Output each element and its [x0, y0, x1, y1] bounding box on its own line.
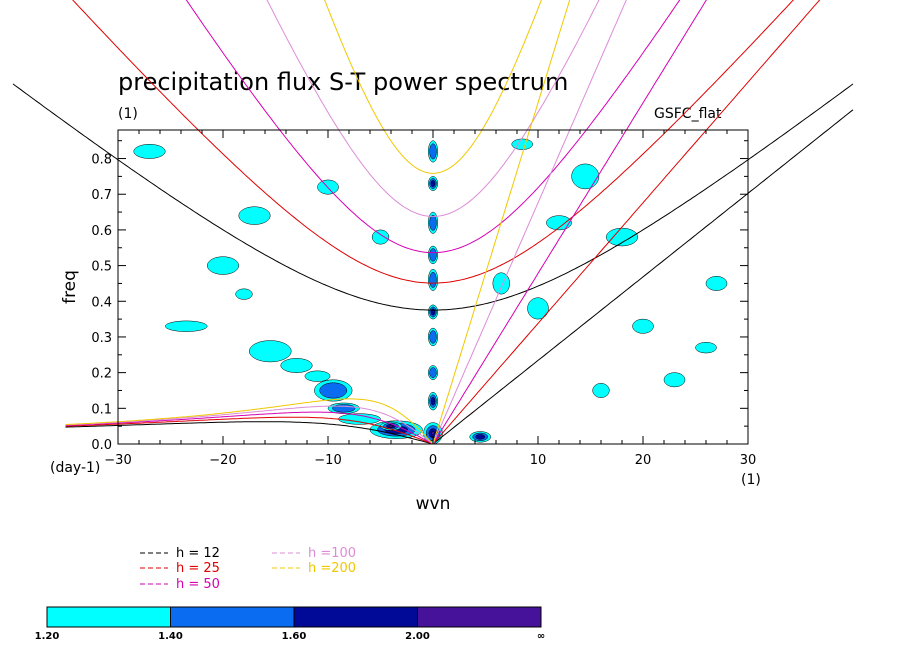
- kelvin-curve-h12: [432, 109, 854, 445]
- power-region-9-level-2: [429, 143, 437, 160]
- colorbar-segment-1: [170, 606, 295, 628]
- rossby-curve-h200: [65, 398, 434, 445]
- power-region-31-level-1: [546, 215, 572, 231]
- power-region-1-level-3: [430, 397, 436, 406]
- power-region-8-level-3: [430, 180, 436, 187]
- x-unit-label: (1): [741, 472, 761, 488]
- colorbar-segment-0: [46, 606, 171, 628]
- gravity-curve-h200: [324, 0, 542, 174]
- y-tick-label: 0.8: [91, 153, 112, 168]
- legend-label-h200: h =200: [308, 561, 356, 576]
- legend-label-h50: h = 50: [176, 577, 220, 592]
- kelvin-curve-h200: [432, 0, 571, 445]
- colorbar-label-1: 1.40: [158, 631, 183, 642]
- dispersion-curves: [12, 0, 854, 445]
- y-tick-label: 0.5: [91, 260, 112, 275]
- x-tick-label: 20: [635, 453, 652, 468]
- chart-title: precipitation flux S-T power spectrum: [118, 68, 568, 96]
- power-region-23-level-3: [475, 434, 486, 440]
- kelvin-curve-h25: [432, 0, 821, 445]
- y-tick-label: 0.2: [91, 367, 112, 382]
- colorbar-segment-3: [417, 606, 542, 628]
- axis-ticks: −30 −20 −10 0 10 20 30 0.0 0.1 0.2 0.3 0.4 0.5 0.6 0.7…: [91, 130, 756, 468]
- power-region-11-level-4: [389, 424, 393, 428]
- power-region-0-level-4: [431, 431, 435, 436]
- y-unit-label: (day-1): [50, 460, 100, 476]
- power-region-25-level-1: [527, 297, 549, 320]
- y-axis-label: freq: [60, 270, 80, 304]
- power-region-21-level-1: [133, 144, 166, 159]
- power-region-17-level-1: [304, 370, 331, 382]
- rossby-curve-h100: [65, 405, 434, 445]
- power-region-35-level-1: [371, 229, 390, 245]
- gravity-curve-h50: [185, 0, 681, 254]
- gravity-curve-h100: [266, 0, 600, 217]
- x-tick-label: 30: [740, 453, 757, 468]
- colorbar: 1.20 1.40 1.60 2.00 ∞: [35, 606, 545, 642]
- power-region-2-level-2: [429, 367, 437, 379]
- rossby-curve-h12: [65, 421, 434, 445]
- x-tick-label: 0: [429, 453, 437, 468]
- power-region-3-level-2: [429, 330, 437, 344]
- kelvin-curve-h50: [432, 0, 707, 445]
- colorbar-label-2: 1.60: [282, 631, 307, 642]
- colorbar-label-4: ∞: [537, 631, 545, 642]
- power-region-15-level-1: [249, 340, 292, 363]
- power-region-33-level-1: [592, 383, 610, 398]
- x-tick-label: 10: [530, 453, 547, 468]
- y-tick-label: 0.4: [91, 295, 112, 310]
- power-region-5-level-2: [429, 271, 437, 288]
- rossby-curve-h25: [65, 416, 434, 445]
- legend-label-h12: h = 12: [176, 546, 220, 561]
- power-region-20-level-1: [238, 206, 271, 225]
- power-region-18-level-1: [165, 320, 208, 332]
- colorbar-label-0: 1.20: [35, 631, 60, 642]
- y-tick-label: 0.6: [91, 224, 112, 239]
- power-region-7-level-2: [429, 214, 437, 231]
- y-tick-label: 0.3: [91, 331, 112, 346]
- power-region-26-level-1: [571, 163, 600, 190]
- power-region-32-level-1: [511, 138, 533, 150]
- power-region-6-level-2: [429, 248, 437, 262]
- colorbar-label-3: 2.00: [405, 631, 430, 642]
- x-tick-label: −10: [314, 453, 341, 468]
- y-tick-label: 0.0: [91, 438, 112, 453]
- legend-label-h25: h = 25: [176, 561, 220, 576]
- power-region-36-level-1: [235, 288, 253, 300]
- chart-subtitle-left: (1): [118, 106, 138, 122]
- gravity-curve-h25: [72, 0, 794, 284]
- power-contours: [133, 138, 728, 444]
- power-region-27-level-1: [606, 227, 638, 247]
- gravity-curve-h12: [12, 83, 854, 311]
- x-axis-label: wvn: [416, 494, 451, 514]
- x-tick-label: −30: [104, 453, 131, 468]
- power-region-16-level-1: [280, 358, 313, 373]
- power-region-34-level-1: [695, 342, 717, 354]
- y-tick-label: 0.1: [91, 402, 112, 417]
- power-region-24-level-1: [492, 272, 510, 295]
- power-region-28-level-1: [632, 318, 654, 334]
- rossby-curve-h50: [65, 411, 434, 445]
- kelvin-curve-h100: [432, 0, 627, 445]
- power-region-29-level-1: [663, 372, 686, 388]
- power-region-19-level-1: [207, 256, 239, 275]
- chart-subtitle-right: GSFC_flat: [654, 106, 722, 122]
- y-tick-label: 0.7: [91, 188, 112, 203]
- x-tick-label: −20: [209, 453, 236, 468]
- colorbar-segment-2: [293, 606, 418, 628]
- power-region-12-level-2: [319, 382, 348, 399]
- legend-label-h100: h =100: [308, 546, 356, 561]
- power-region-30-level-1: [705, 276, 728, 291]
